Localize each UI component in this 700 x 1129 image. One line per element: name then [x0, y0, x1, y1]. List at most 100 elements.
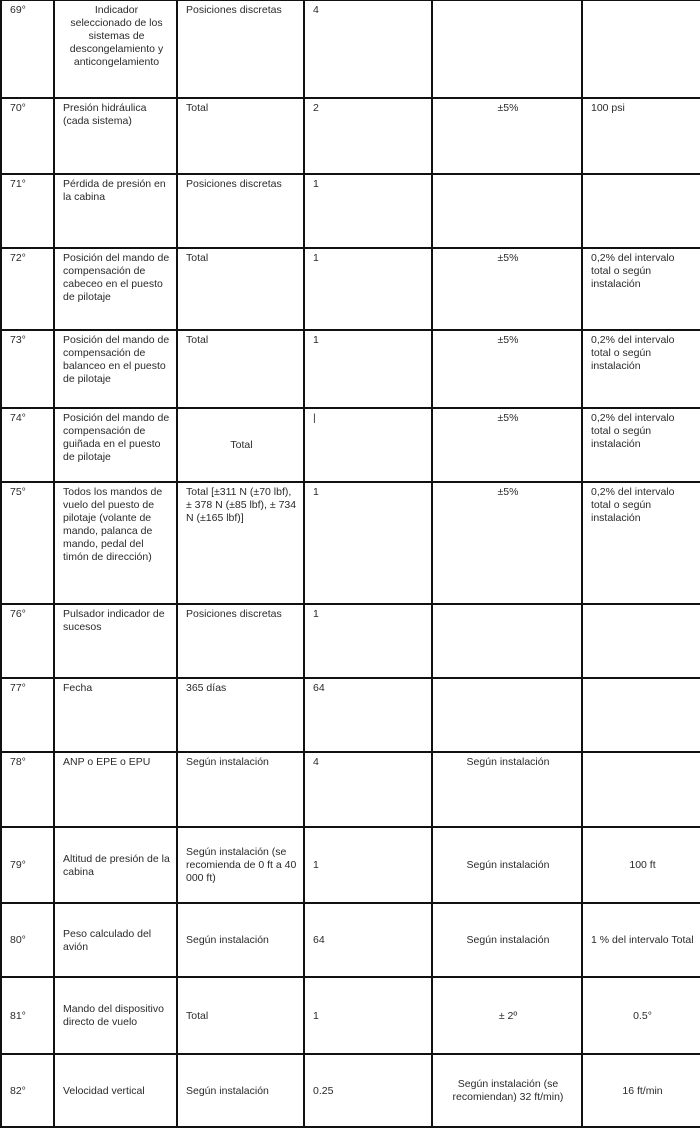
cell-range: Posiciones discretas — [176, 603, 305, 679]
cell-parameter-number: 70° — [0, 97, 55, 175]
cell-parameter-name: Indicador seleccionado de los sistemas d… — [53, 0, 178, 99]
table-row: 74° Posición del mando de compensación de… — [0, 407, 700, 483]
cell-range: Total — [176, 97, 305, 175]
cell-parameter-number: 79° — [0, 826, 55, 904]
cell-sampling-interval: 2 — [303, 97, 433, 175]
cell-accuracy — [431, 603, 583, 679]
cell-parameter-number: 75° — [0, 481, 55, 605]
cell-resolution: 0.5° — [581, 976, 700, 1055]
cell-accuracy — [431, 173, 583, 249]
table-row: 81° Mando del dispositivo directo de vuel… — [0, 976, 700, 1055]
cell-resolution: 0,2% del intervalo total o según instala… — [581, 407, 700, 483]
table-row: 80° Peso calculado del avión Según instala… — [0, 902, 700, 978]
table-row: 79° Altitud de presión de la cabina Según … — [0, 826, 700, 904]
cell-accuracy: ±5% — [431, 481, 583, 605]
cell-sampling-interval: 1 — [303, 976, 433, 1055]
cell-sampling-interval: 4 — [303, 751, 433, 828]
cell-parameter-name: Posición del mando de compensación de ca… — [53, 247, 178, 331]
cell-sampling-interval: 1 — [303, 826, 433, 904]
cell-parameter-name: Mando del dispositivo directo de vuelo — [53, 976, 178, 1055]
table-row: 77° Fecha 365 días 64 — [0, 677, 700, 753]
table-row: 73° Posición del mando de compensación de… — [0, 329, 700, 409]
cell-accuracy: ±5% — [431, 97, 583, 175]
cell-parameter-name: Fecha — [53, 677, 178, 753]
cell-resolution — [581, 173, 700, 249]
cell-parameter-number: 71° — [0, 173, 55, 249]
cell-sampling-interval: 64 — [303, 902, 433, 978]
cell-range: Total — [176, 247, 305, 331]
cell-range: Según instalación — [176, 751, 305, 828]
cell-parameter-name: ANP o EPE o EPU — [53, 751, 178, 828]
table-row: 75° Todos los mandos de vuelo del puesto … — [0, 481, 700, 605]
cell-parameter-name: Velocidad vertical — [53, 1053, 178, 1128]
cell-range: Posiciones discretas — [176, 173, 305, 249]
cell-sampling-interval: 1 — [303, 603, 433, 679]
cell-sampling-interval: 1 — [303, 247, 433, 331]
cell-parameter-number: 72° — [0, 247, 55, 331]
cell-range: 365 días — [176, 677, 305, 753]
cell-resolution: 0,2% del intervalo total o según instala… — [581, 329, 700, 409]
table-row: 78° ANP o EPE o EPU Según instalación 4 Segú… — [0, 751, 700, 828]
cell-accuracy: ±5% — [431, 247, 583, 331]
cell-range: Total — [176, 407, 305, 483]
cell-sampling-interval: 1 — [303, 481, 433, 605]
cell-accuracy: Según instalación — [431, 902, 583, 978]
cell-range: Total — [176, 329, 305, 409]
cell-parameter-name: Pulsador indicador de sucesos — [53, 603, 178, 679]
cell-sampling-interval: 1 — [303, 329, 433, 409]
table-row: 72° Posición del mando de compensación de… — [0, 247, 700, 331]
cell-parameter-number: 81° — [0, 976, 55, 1055]
cell-parameter-name: Todos los mandos de vuelo del puesto de … — [53, 481, 178, 605]
cell-parameter-number: 82° — [0, 1053, 55, 1128]
cell-accuracy — [431, 677, 583, 753]
cell-parameter-number: 76° — [0, 603, 55, 679]
cell-range: Según instalación — [176, 902, 305, 978]
cell-sampling-interval: 1 — [303, 173, 433, 249]
cell-parameter-number: 74° — [0, 407, 55, 483]
cell-range: Según instalación — [176, 1053, 305, 1128]
cell-accuracy: ±5% — [431, 407, 583, 483]
cell-parameter-number: 73° — [0, 329, 55, 409]
cell-resolution — [581, 751, 700, 828]
cell-accuracy: Según instalación — [431, 751, 583, 828]
table-row: 76° Pulsador indicador de sucesos Posicion… — [0, 603, 700, 679]
cell-parameter-number: 69° — [0, 0, 55, 99]
cell-sampling-interval: | — [303, 407, 433, 483]
table-row: 70° Presión hidráulica (cada sistema) Tota… — [0, 97, 700, 175]
cell-accuracy — [431, 0, 583, 99]
cell-parameter-name: Presión hidráulica (cada sistema) — [53, 97, 178, 175]
cell-parameter-number: 80° — [0, 902, 55, 978]
cell-accuracy: ±5% — [431, 329, 583, 409]
table-row: 71° Pérdida de presión en la cabina Posici… — [0, 173, 700, 249]
cell-parameter-name: Posición del mando de compensación de ba… — [53, 329, 178, 409]
cell-sampling-interval: 4 — [303, 0, 433, 99]
cell-accuracy: Según instalación (se recomiendan) 32 ft… — [431, 1053, 583, 1128]
cell-resolution — [581, 677, 700, 753]
cell-range: Total [±311 N (±70 lbf), ± 378 N (±85 lb… — [176, 481, 305, 605]
cell-resolution: 0,2% del intervalo total o según instala… — [581, 481, 700, 605]
cell-range: Posiciones discretas — [176, 0, 305, 99]
cell-accuracy: ± 2º — [431, 976, 583, 1055]
cell-parameter-name: Altitud de presión de la cabina — [53, 826, 178, 904]
cell-parameter-name: Peso calculado del avión — [53, 902, 178, 978]
cell-parameter-number: 77° — [0, 677, 55, 753]
cell-resolution: 1 % del intervalo Total — [581, 902, 700, 978]
cell-parameter-name: Pérdida de presión en la cabina — [53, 173, 178, 249]
cell-resolution: 100 psi — [581, 97, 700, 175]
cell-parameter-number: 78° — [0, 751, 55, 828]
cell-range: Según instalación (se recomienda de 0 ft… — [176, 826, 305, 904]
cell-accuracy: Según instalación — [431, 826, 583, 904]
cell-sampling-interval: 64 — [303, 677, 433, 753]
cell-resolution — [581, 0, 700, 99]
table-row: 82° Velocidad vertical Según instalación 0.… — [0, 1053, 700, 1128]
cell-parameter-name: Posición del mando de compensación de gu… — [53, 407, 178, 483]
cell-sampling-interval: 0.25 — [303, 1053, 433, 1128]
cell-resolution: 100 ft — [581, 826, 700, 904]
table-row: 69° Indicador seleccionado de los sistema… — [0, 0, 700, 99]
cell-resolution: 16 ft/min — [581, 1053, 700, 1128]
cell-range: Total — [176, 976, 305, 1055]
cell-resolution — [581, 603, 700, 679]
cell-resolution: 0,2% del intervalo total o según instala… — [581, 247, 700, 331]
